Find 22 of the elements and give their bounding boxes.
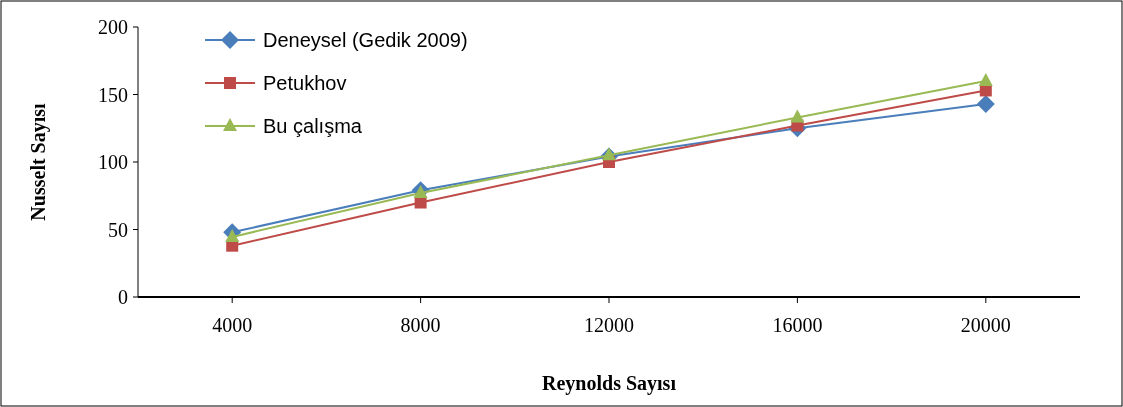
point [414, 196, 427, 209]
x-tick-label: 12000 [584, 314, 634, 336]
x-tick-label: 16000 [772, 314, 823, 336]
point [790, 109, 805, 123]
point [978, 73, 993, 86]
point [976, 94, 995, 113]
x-tick-label: 4000 [212, 314, 253, 336]
x-tick-label: 8000 [400, 314, 441, 336]
point [413, 185, 428, 199]
y-tick-label: 150 [98, 83, 128, 106]
y-axis-title: Nusselt Sayısı [27, 102, 50, 221]
legend-label: Bu çalışma [263, 115, 363, 137]
y-tick-label: 50 [108, 218, 128, 241]
y-tick-label: 0 [118, 286, 128, 308]
legend-label: Petukhov [263, 72, 347, 94]
point [225, 228, 240, 242]
x-axis-title: Reynolds Sayısı [542, 372, 677, 395]
point [602, 147, 616, 161]
y-tick-label: 100 [98, 151, 128, 173]
legend-label: Deneysel (Gedik 2009) [263, 29, 468, 51]
y-tick-label: 200 [98, 16, 128, 38]
x-tick-label: 20000 [960, 314, 1011, 336]
